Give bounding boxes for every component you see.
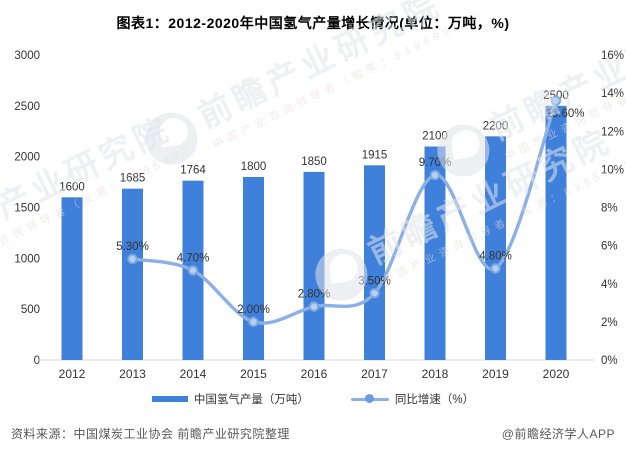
line-value-label: 4.80% (479, 251, 512, 263)
left-axis-tick: 2500 (14, 101, 40, 113)
bar-2019 (485, 136, 506, 360)
right-axis-tick: 4% (601, 279, 618, 291)
x-axis-tick: 2018 (422, 367, 449, 381)
x-axis-tick: 2012 (59, 367, 86, 381)
bar-value-label: 1800 (241, 161, 267, 173)
line-marker (369, 288, 380, 299)
bar-2017 (364, 165, 385, 360)
line-marker (308, 301, 320, 312)
bar-value-label: 1764 (180, 165, 206, 177)
x-axis-tick: 2020 (543, 367, 570, 381)
bar-value-label: 1915 (362, 149, 388, 161)
bar-2018 (424, 146, 446, 360)
legend-label: 中国氢气产量（万吨） (193, 394, 309, 406)
x-axis-tick: 2013 (119, 367, 146, 381)
left-axis-tick: 2000 (14, 152, 40, 164)
bar-value-label: 2200 (483, 120, 509, 132)
bar-2012 (61, 197, 83, 360)
chart-title: 图表1：2012-2020年中国氢气产量增长情况(单位：万吨，%) (116, 15, 510, 31)
line-marker (248, 316, 259, 328)
line-value-label: 4.70% (177, 252, 210, 264)
left-axis-tick: 3000 (14, 50, 40, 62)
bar-2015 (243, 177, 264, 360)
left-axis-tick: 0 (34, 355, 40, 367)
bar-value-label: 1685 (120, 173, 146, 185)
line-marker (490, 263, 501, 274)
chart-plot-area: 0 500 1000 1500 2000 2500 3000 0% 2% 4% 6% 8% 10% 12%… (14, 50, 624, 381)
bar-value-label: 1600 (59, 181, 85, 193)
x-axis-tick: 2016 (301, 367, 328, 381)
x-axis-tick: 2014 (180, 367, 207, 381)
line-value-label: 2.80% (298, 289, 331, 301)
legend-label: 同比增速（%） (394, 394, 475, 406)
legend-item-growth: 同比增速（%） (350, 391, 475, 407)
bar-value-label: 1850 (301, 156, 327, 168)
left-axis-tick: 1000 (14, 253, 40, 265)
bar-2013 (122, 188, 143, 360)
line-marker (187, 265, 199, 276)
legend-item-production: 中国氢气产量（万吨） (151, 391, 309, 407)
line-value-label: 9.70% (419, 157, 452, 169)
line-marker (127, 253, 138, 265)
bar-swatch-icon (151, 396, 188, 402)
x-axis-tick: 2015 (240, 367, 267, 381)
right-axis-tick: 14% (601, 88, 624, 100)
bar-value-label: 2100 (422, 131, 448, 143)
right-axis-tick: 10% (601, 164, 624, 176)
line-value-label: 3.50% (358, 275, 391, 287)
line-marker (550, 95, 562, 106)
credit-note: @前瞻经济学人APP (501, 427, 615, 441)
line-value-label: 5.30% (116, 241, 149, 253)
footer: 资料来源：中国煤炭工业协会 前瞻产业研究院整理 @前瞻经济学人APP (0, 425, 626, 442)
line-value-label: 2.00% (237, 304, 270, 316)
line-value-label: 13.60% (545, 108, 584, 120)
right-axis-tick: 12% (601, 126, 624, 138)
line-marker (429, 169, 441, 181)
legend: 中国氢气产量（万吨） 同比增速（%） (0, 391, 626, 407)
source-note: 资料来源：中国煤炭工业协会 前瞻产业研究院整理 (11, 427, 290, 441)
left-axis-tick: 1500 (14, 203, 40, 215)
bar-2020 (545, 105, 567, 360)
right-axis-tick: 6% (601, 241, 618, 253)
right-axis-tick: 0% (601, 355, 618, 367)
x-axis-tick: 2017 (361, 367, 388, 381)
x-axis-tick: 2019 (482, 367, 509, 381)
line-swatch-icon (350, 394, 389, 404)
bar-2016 (303, 171, 325, 360)
left-axis-tick: 500 (21, 304, 40, 316)
right-axis-tick: 8% (601, 203, 618, 215)
right-axis-tick: 16% (601, 50, 624, 62)
right-axis-tick: 2% (601, 317, 618, 329)
